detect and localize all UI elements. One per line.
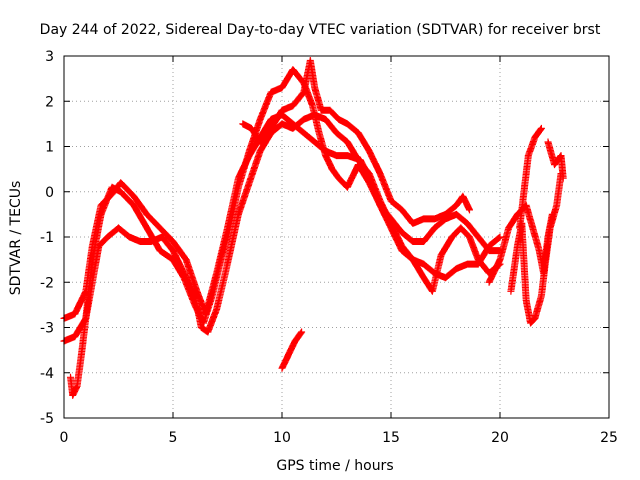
- marker-path-track-5: [278, 328, 306, 372]
- marker-path-track-3: [67, 66, 504, 399]
- y-tick-label: -2: [40, 275, 54, 291]
- y-tick-label: 2: [45, 94, 54, 110]
- y-tick-label: 3: [45, 49, 54, 65]
- series-track-4: [239, 57, 473, 227]
- data-points: [60, 57, 567, 399]
- marker-path-track-9: [544, 138, 567, 182]
- x-tick-label: 5: [169, 430, 178, 446]
- x-tick-label: 20: [491, 430, 509, 446]
- x-tick-label: 10: [273, 430, 291, 446]
- x-tick-label: 25: [600, 430, 618, 446]
- series-track-3: [67, 66, 504, 399]
- x-tick-label: 0: [60, 430, 69, 446]
- chart-title: Day 244 of 2022, Sidereal Day-to-day VTE…: [40, 22, 601, 38]
- series-track-9: [544, 138, 567, 182]
- y-tick-label: -1: [40, 230, 54, 246]
- x-tick-label: 15: [382, 430, 400, 446]
- y-axis-ticks: -5 -4 -3 -2 -1 0 1 2 3: [40, 49, 609, 427]
- y-tick-label: -4: [40, 366, 54, 382]
- x-axis-ticks: 0 5 10 15 20 25: [60, 56, 618, 446]
- y-tick-label: 0: [45, 185, 54, 201]
- series-track-5: [278, 328, 306, 372]
- x-axis-label: GPS time / hours: [276, 458, 393, 474]
- marker-path-track-8: [516, 124, 545, 232]
- y-tick-label: 1: [45, 140, 54, 156]
- y-axis-label: SDTVAR / TECUs: [8, 181, 24, 296]
- marker-path-track-4: [239, 57, 473, 227]
- y-tick-label: -5: [40, 411, 54, 427]
- series-track-8: [516, 124, 545, 232]
- plot-frame: [63, 55, 610, 419]
- y-tick-label: -3: [40, 321, 54, 337]
